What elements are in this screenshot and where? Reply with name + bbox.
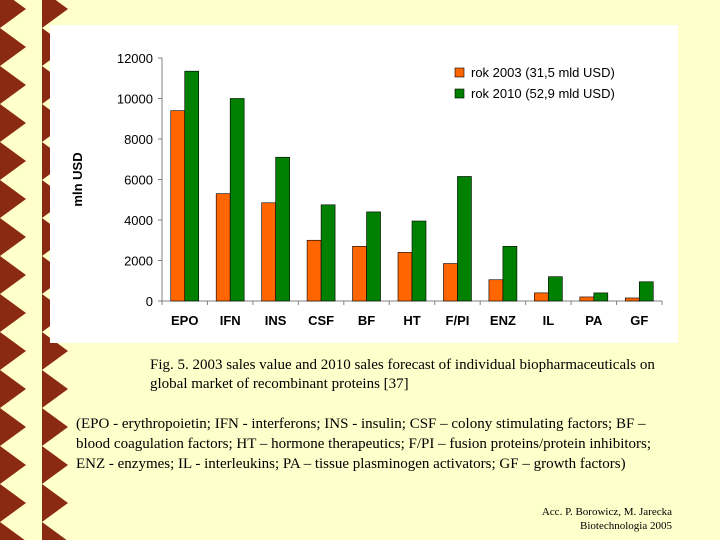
border-arrow-inner [42,332,68,370]
bar-2010-ins [275,156,290,302]
bar-2010-pa [593,292,609,302]
x-category-label: INS [265,313,287,328]
legend-label: rok 2003 (31,5 mld USD) [471,65,615,80]
border-arrow-inner [42,484,68,522]
border-arrow-outer [0,256,26,294]
x-category-label: F/PI [446,313,470,328]
y-tick-label: 2000 [124,254,153,269]
y-tick-label: 10000 [117,92,153,107]
border-arrow-inner [42,522,67,540]
border-arrow-outer [0,484,26,522]
border-arrow-outer [0,142,26,180]
chart-panel: 0 2000 4000 6000 8000 10000 12000 EPO IFN INS CSF B… [50,25,678,343]
bar-2003-fpi [443,263,458,302]
bar-2003-enz [488,279,504,302]
bar-2010-ifn [229,98,245,302]
bar-2010-il [548,276,563,302]
abbreviations-note: (EPO - erythropoietin; IFN - interferons… [76,416,652,472]
border-arrow-outer [0,66,26,104]
border-arrow-outer [0,218,26,256]
x-category-label: IFN [220,313,241,328]
border-arrow-outer [0,294,26,332]
x-category-label: CSF [308,313,334,328]
y-tick-label: 0 [146,294,153,309]
figure-caption: Fig. 5. 2003 sales value and 2010 sales … [150,357,655,392]
bar-2003-epo [170,110,186,302]
border-arrow-outer [0,180,26,218]
bar-chart: 0 2000 4000 6000 8000 10000 12000 EPO IFN INS CSF B… [70,51,663,328]
legend-swatch [454,67,465,78]
bar-2003-il [534,292,549,302]
bar-2010-gf [638,281,654,302]
legend-swatch [454,88,465,99]
border-arrow-outer [0,332,26,370]
border-arrow-outer [0,408,26,446]
border-arrow-inner [42,0,68,28]
x-category-label: EPO [171,313,198,328]
border-arrow-outer [0,28,26,66]
bar-2010-enz [502,246,518,302]
bar-2003-ht [397,252,413,302]
bar-2010-fpi [457,176,472,302]
bar-2003-pa [579,296,595,302]
source-credit: Acc. P. Borowicz, M. Jarecka Biotechnolo… [542,505,672,533]
border-arrow-outer [0,370,26,408]
bar-2010-epo [184,70,200,302]
y-tick-label: 6000 [124,173,153,188]
border-arrow-outer [0,0,26,28]
border-arrow-outer [0,104,26,142]
border-arrow-outer [0,446,26,484]
bar-2010-bf [366,211,381,302]
legend-label: rok 2010 (52,9 mld USD) [471,86,615,101]
bar-2010-ht [411,220,427,302]
bar-2003-bf [352,246,367,302]
x-category-label: IL [543,313,555,328]
bar-2010-csf [320,204,336,302]
y-tick-label: 12000 [117,51,153,66]
bar-2003-gf [624,297,640,302]
x-category-label: BF [358,313,375,328]
y-tick-label: 8000 [124,132,153,147]
x-category-label: GF [630,313,648,328]
x-category-label: ENZ [490,313,516,328]
bar-2003-csf [306,239,322,302]
credit-publication: Biotechnologia 2005 [580,520,672,532]
border-arrow-inner [42,370,68,408]
credit-authors: Acc. P. Borowicz, M. Jarecka [541,506,672,518]
y-tick-label: 4000 [124,213,153,228]
x-category-label: PA [585,313,603,328]
border-arrow-outer [0,522,25,540]
y-axis-title: mln USD [70,152,85,206]
border-arrow-inner [42,446,68,484]
x-category-label: HT [403,313,420,328]
bar-2003-ifn [215,193,231,302]
bar-2003-ins [261,202,276,302]
border-arrow-inner [42,408,68,446]
